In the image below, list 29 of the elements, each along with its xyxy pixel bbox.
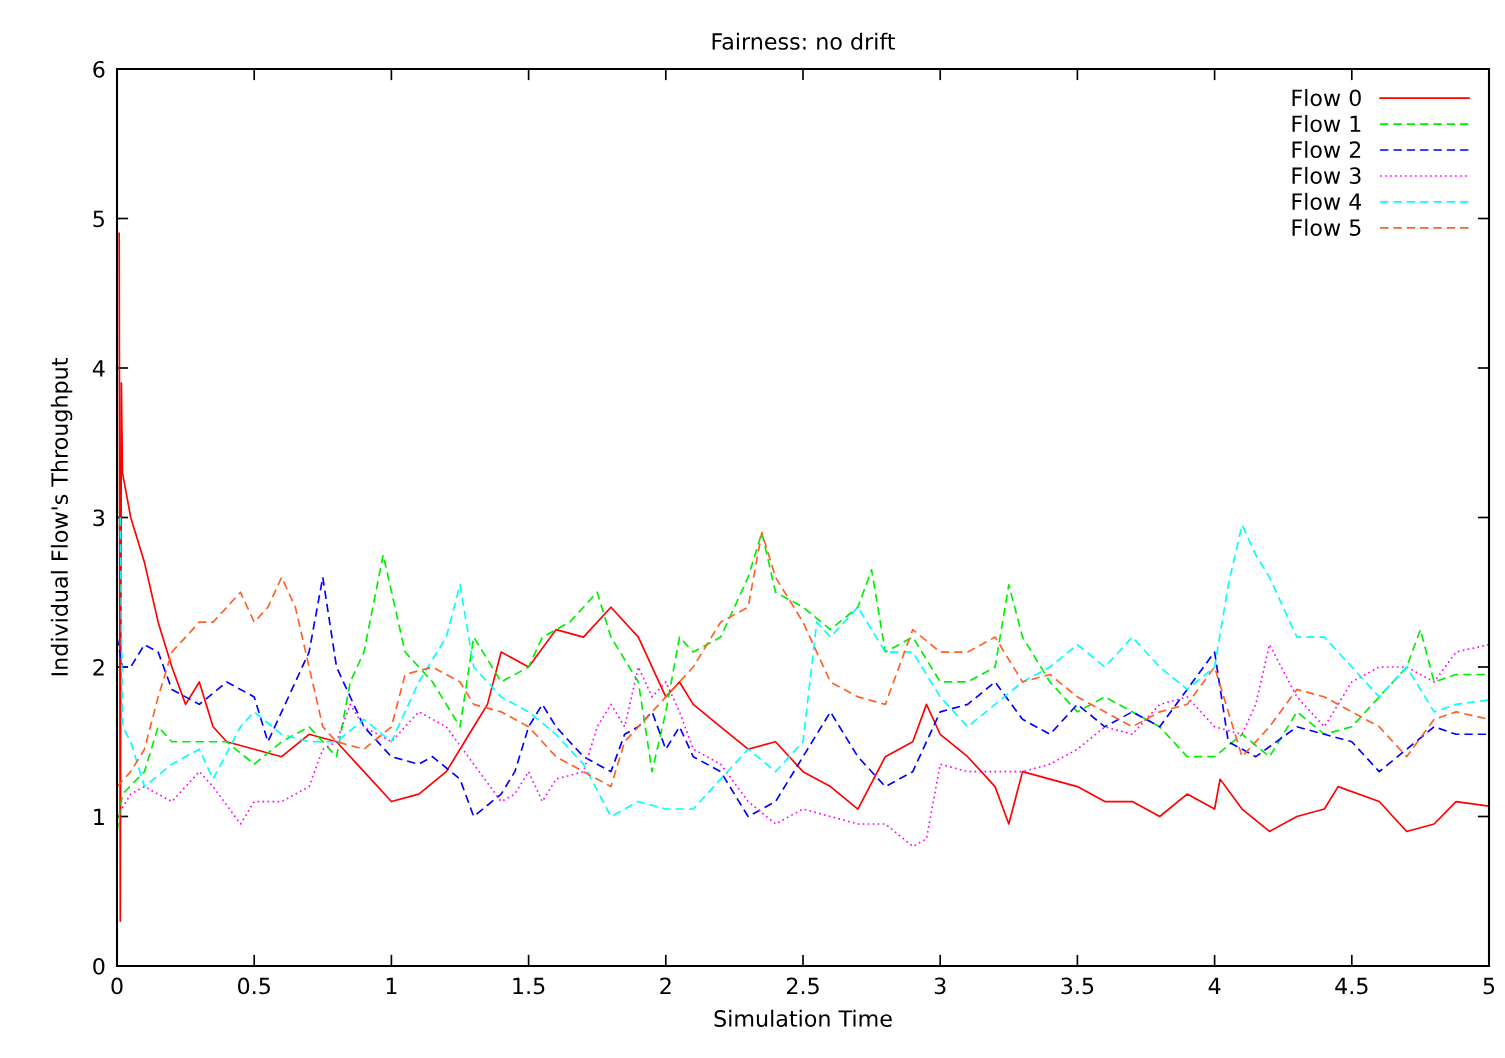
chart-title: Fairness: no drift (712, 32, 895, 50)
y-tick-label: 2 (93, 658, 104, 676)
legend-label: Flow 5 (1292, 218, 1361, 236)
x-tick-label: 1 (386, 977, 397, 994)
legend-label: Flow 4 (1292, 192, 1362, 211)
x-tick-label: 2.5 (786, 977, 819, 995)
legend-label: Flow 0 (1292, 89, 1361, 107)
x-tick-label: 3 (934, 977, 946, 995)
y-tick-label: 5 (93, 210, 104, 228)
y-tick-label: 6 (93, 60, 105, 78)
x-tick-label: 2 (660, 977, 671, 994)
y-tick-label: 1 (94, 808, 104, 825)
legend-label: Flow 3 (1292, 166, 1361, 185)
legend-label: Flow 1 (1292, 114, 1361, 133)
x-tick-label: 3.5 (1061, 977, 1094, 995)
y-tick-label: 4 (92, 360, 105, 377)
legend-label: Flow 2 (1292, 140, 1361, 159)
y-axis-title: Individual Flow's Throughput (50, 358, 73, 676)
x-tick-label: 0.5 (238, 977, 270, 995)
x-tick-label: 4.5 (1335, 977, 1368, 995)
line-series (117, 643, 1489, 848)
line-series (117, 576, 1489, 818)
x-tick-label: 1.5 (513, 977, 545, 995)
y-tick-label: 0 (93, 957, 105, 975)
x-tick-label: 0 (111, 977, 123, 995)
x-axis-title: Simulation Time (714, 1009, 892, 1027)
x-tick-label: 5 (1483, 977, 1495, 995)
x-tick-label: 4 (1208, 977, 1221, 994)
y-tick-label: 3 (93, 509, 105, 527)
